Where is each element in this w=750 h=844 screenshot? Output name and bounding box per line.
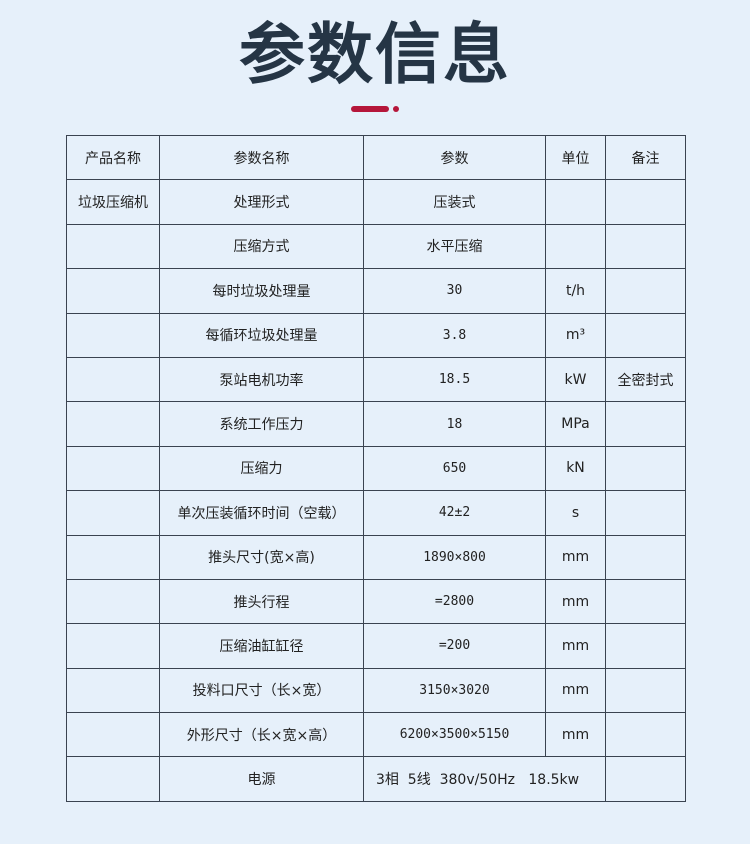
table-row: 泵站电机功率 18.5 kW 全密封式 <box>66 356 686 403</box>
cell-param-name: 压缩力 <box>159 445 364 492</box>
page-title: 参数信息 <box>239 16 511 93</box>
cell-param-name: 压缩方式 <box>159 223 364 270</box>
table-row: 外形尺寸（长×宽×高） 6200×3500×5150 mm <box>66 712 686 758</box>
cell-note <box>605 445 686 492</box>
cell-note <box>605 490 686 536</box>
cell-note: 全密封式 <box>605 356 686 403</box>
cell-product <box>66 356 160 403</box>
cell-param-name: 推头行程 <box>159 578 364 625</box>
title-underline-dot <box>393 106 399 112</box>
cell-param-name: 外形尺寸（长×宽×高） <box>159 712 364 758</box>
cell-note <box>605 667 686 714</box>
cell-note <box>605 223 686 270</box>
table-row: 系统工作压力 18 MPa <box>66 401 686 447</box>
table-row: 单次压装循环时间（空载） 42±2 s <box>66 490 686 536</box>
cell-param-name: 压缩油缸缸径 <box>159 623 364 669</box>
cell-unit: mm <box>545 712 606 758</box>
cell-note <box>605 312 686 358</box>
cell-param-name: 处理形式 <box>159 179 364 225</box>
cell-note <box>605 623 686 669</box>
cell-value: 650 <box>363 445 546 492</box>
cell-product <box>66 312 160 358</box>
cell-product <box>66 756 160 802</box>
cell-unit <box>545 179 606 225</box>
cell-value: 18.5 <box>363 356 546 403</box>
cell-value: 水平压缩 <box>363 223 546 270</box>
cell-param-name: 电源 <box>159 756 364 802</box>
cell-param-name: 投料口尺寸（长×宽） <box>159 667 364 714</box>
cell-product <box>66 667 160 714</box>
cell-product <box>66 534 160 580</box>
header-note: 备注 <box>605 134 686 181</box>
cell-product: 垃圾压缩机 <box>66 179 160 225</box>
cell-value: 6200×3500×5150 <box>363 712 546 758</box>
cell-unit: mm <box>545 534 606 580</box>
cell-note <box>605 712 686 758</box>
cell-unit: mm <box>545 623 606 669</box>
table-row: 垃圾压缩机 处理形式 压装式 <box>66 179 686 225</box>
cell-value: 18 <box>363 401 546 447</box>
cell-unit: kN <box>545 445 606 492</box>
cell-value: 30 <box>363 268 546 314</box>
cell-value: 42±2 <box>363 490 546 536</box>
table-header-row: 产品名称 参数名称 参数 单位 备注 <box>66 134 686 181</box>
cell-unit: kW <box>545 356 606 403</box>
cell-value: =2800 <box>363 578 546 625</box>
table-row: 压缩油缸缸径 =200 mm <box>66 623 686 669</box>
header-product: 产品名称 <box>66 134 160 181</box>
cell-product <box>66 401 160 447</box>
parameter-table: 产品名称 参数名称 参数 单位 备注 垃圾压缩机 处理形式 压装式 压缩方式 水平压缩每… <box>66 134 686 802</box>
cell-note <box>605 179 686 225</box>
cell-unit: mm <box>545 667 606 714</box>
cell-param-name: 单次压装循环时间（空载） <box>159 490 364 536</box>
cell-value: 压装式 <box>363 179 546 225</box>
table-row: 每循环垃圾处理量 3.8 m³ <box>66 312 686 358</box>
cell-unit: s <box>545 490 606 536</box>
cell-product <box>66 445 160 492</box>
cell-product <box>66 490 160 536</box>
header-value: 参数 <box>363 134 546 181</box>
cell-unit: m³ <box>545 312 606 358</box>
table-row-power: 电源 3相 5线 380v/50Hz 18.5kw <box>66 756 686 802</box>
header-unit: 单位 <box>545 134 606 181</box>
header-param-name: 参数名称 <box>159 134 364 181</box>
cell-unit: mm <box>545 578 606 625</box>
table-row: 压缩方式 水平压缩 <box>66 223 686 270</box>
table-row: 推头行程 =2800 mm <box>66 578 686 625</box>
cell-unit: MPa <box>545 401 606 447</box>
cell-value: 1890×800 <box>363 534 546 580</box>
cell-param-name: 每循环垃圾处理量 <box>159 312 364 358</box>
cell-param-name: 泵站电机功率 <box>159 356 364 403</box>
cell-value: 3150×3020 <box>363 667 546 714</box>
title-underline <box>351 106 389 112</box>
cell-value: =200 <box>363 623 546 669</box>
cell-note <box>605 756 686 802</box>
cell-product <box>66 623 160 669</box>
cell-param-name: 系统工作压力 <box>159 401 364 447</box>
cell-value: 3.8 <box>363 312 546 358</box>
cell-product <box>66 578 160 625</box>
cell-note <box>605 401 686 447</box>
table-row: 每时垃圾处理量 30 t/h <box>66 268 686 314</box>
cell-param-name: 推头尺寸(宽×高) <box>159 534 364 580</box>
cell-note <box>605 534 686 580</box>
cell-param-name: 每时垃圾处理量 <box>159 268 364 314</box>
table-row: 推头尺寸(宽×高) 1890×800 mm <box>66 534 686 580</box>
table-row: 压缩力 650 kN <box>66 445 686 492</box>
cell-product <box>66 223 160 270</box>
cell-note <box>605 268 686 314</box>
cell-value: 3相 5线 380v/50Hz 18.5kw <box>363 756 606 802</box>
cell-note <box>605 578 686 625</box>
cell-product <box>66 712 160 758</box>
table-row: 投料口尺寸（长×宽） 3150×3020 mm <box>66 667 686 714</box>
cell-product <box>66 268 160 314</box>
cell-unit: t/h <box>545 268 606 314</box>
cell-unit <box>545 223 606 270</box>
